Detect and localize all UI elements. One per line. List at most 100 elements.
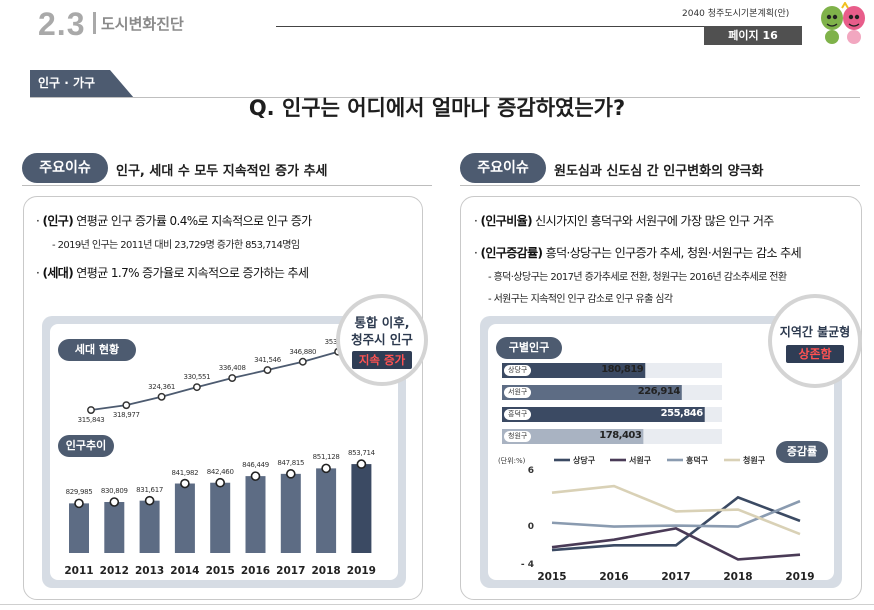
year-label: 2016 bbox=[240, 565, 271, 577]
population-point bbox=[74, 498, 84, 509]
legend-label: 상당구 bbox=[573, 456, 596, 465]
left-bullet-1-sub: - 2019년 인구는 2011년 대비 23,729명 증가한 853,714… bbox=[52, 240, 300, 251]
rate-ytick-label: 6 bbox=[527, 466, 534, 476]
year-label: 2017 bbox=[276, 565, 306, 577]
district-name-label: 상당구 bbox=[504, 365, 532, 376]
right-bullet-2-text: 흥덕·상당구는 인구증가 추세, 청원·서원구는 감소 추세 bbox=[542, 246, 802, 260]
left-issue-pill: 주요이슈 bbox=[22, 153, 108, 183]
household-value-label: 315,843 bbox=[77, 416, 105, 425]
right-callout-badge: 상존함 bbox=[786, 345, 844, 363]
population-point bbox=[321, 463, 331, 474]
district-bar bbox=[502, 385, 682, 400]
right-callout bbox=[772, 298, 858, 384]
section-title: 도시변화진단 bbox=[101, 15, 184, 33]
district-bar bbox=[502, 407, 705, 422]
household-point bbox=[263, 366, 272, 374]
right-bullet-1: · (인구비율) 신시가지인 흥덕구와 서원구에 가장 많은 인구 거주 bbox=[474, 214, 774, 228]
population-label: 인구추이 bbox=[58, 435, 114, 457]
rate-year-label: 2016 bbox=[599, 571, 629, 583]
population-value-label: 846,449 bbox=[242, 461, 269, 470]
population-point bbox=[215, 477, 225, 488]
district-value-label: 255,846 bbox=[660, 408, 704, 419]
category-tag: 인구 · 가구 bbox=[38, 76, 96, 90]
district-bar bbox=[502, 429, 644, 444]
right-bullet-2-key: (인구증감률) bbox=[480, 246, 543, 260]
left-bullet-2-text: 연평균 1.7% 증가율로 지속적으로 증가하는 추세 bbox=[73, 266, 309, 280]
right-bullet-2: · (인구증감률) 흥덕·상당구는 인구증가 추세, 청원·서원구는 감소 추세 bbox=[474, 246, 802, 260]
right-bullet-2-sub1: - 흥덕·상당구는 2017년 증가추세로 전환, 청원구는 2016년 감소추… bbox=[488, 272, 787, 283]
rate-ytick-label: 0 bbox=[527, 522, 534, 533]
section-number: 2.3 bbox=[38, 6, 86, 42]
left-combo-chart bbox=[69, 336, 378, 553]
right-bullet-1-key: (인구비율) bbox=[480, 214, 532, 228]
change-label: 증감률 bbox=[776, 441, 828, 463]
population-bar bbox=[104, 502, 125, 553]
household-point bbox=[122, 401, 131, 410]
population-value-label: 829,985 bbox=[65, 488, 93, 497]
rate-year-label: 2015 bbox=[537, 571, 567, 583]
population-bar bbox=[280, 473, 301, 553]
right-bullet-1-text: 신시가지인 흥덕구와 서원구에 가장 많은 인구 거주 bbox=[531, 214, 774, 228]
population-point bbox=[180, 478, 190, 489]
year-label: 2012 bbox=[99, 565, 129, 577]
district-name-label: 흥덕구 bbox=[504, 409, 532, 420]
left-bullet-2: · (세대) 연평균 1.7% 증가율로 지속적으로 증가하는 추세 bbox=[36, 266, 309, 280]
page-badge: 페이지 16 bbox=[704, 26, 802, 45]
district-label: 구별인구 bbox=[496, 337, 562, 359]
household-label: 세대 현황 bbox=[58, 339, 136, 361]
district-value-label: 180,819 bbox=[601, 364, 644, 375]
population-bar bbox=[245, 476, 266, 553]
district-name-label: 서원구 bbox=[504, 387, 532, 398]
household-value-label: 318,977 bbox=[112, 411, 140, 420]
district-name-label: 청원구 bbox=[504, 431, 532, 442]
population-point bbox=[286, 469, 296, 479]
rate-year-label: 2019 bbox=[785, 571, 815, 583]
population-bar bbox=[139, 500, 160, 553]
right-callout-line1: 지역간 불균형 bbox=[779, 325, 851, 339]
population-bar bbox=[210, 482, 231, 553]
rate-series-line bbox=[551, 484, 801, 536]
right-bullet-2-sub2: - 서원구는 지속적인 인구 감소로 인구 유출 심각 bbox=[488, 294, 673, 305]
population-bar bbox=[174, 483, 195, 553]
left-issue-text: 인구, 세대 수 모두 지속적인 증가 추세 bbox=[116, 164, 328, 179]
left-bullet-1: · (인구) 연평균 인구 증가률 0.4%로 지속적으로 인구 증가 bbox=[36, 214, 312, 228]
header-rule bbox=[276, 26, 800, 27]
rate-year-label: 2017 bbox=[661, 571, 691, 583]
population-value-label: 853,714 bbox=[347, 449, 375, 458]
rate-series-line bbox=[551, 495, 801, 552]
household-value-label: 341,546 bbox=[254, 356, 281, 365]
household-point bbox=[228, 374, 237, 382]
household-value-label: 324,361 bbox=[148, 382, 176, 391]
household-point bbox=[298, 357, 307, 366]
population-point bbox=[250, 471, 261, 481]
year-label: 2019 bbox=[346, 565, 376, 577]
district-value-label: 178,403 bbox=[599, 430, 642, 441]
rate-year-label: 2018 bbox=[723, 571, 753, 583]
footer-rule bbox=[0, 604, 874, 605]
population-point bbox=[109, 497, 120, 507]
year-label: 2011 bbox=[64, 565, 94, 577]
household-point bbox=[192, 383, 201, 392]
rate-ytick-label: - 4 bbox=[520, 560, 534, 570]
left-bullet-2-key: (세대) bbox=[42, 266, 74, 280]
population-point bbox=[144, 495, 155, 506]
left-issue-rule bbox=[22, 185, 432, 186]
household-value-label: 330,551 bbox=[183, 373, 211, 382]
plan-title: 2040 청주도시기본계획(안) bbox=[682, 9, 790, 19]
mascot-icon bbox=[821, 2, 865, 44]
household-value-label: 353,320 bbox=[324, 337, 352, 346]
district-value-label: 226,914 bbox=[637, 386, 681, 397]
population-value-label: 842,460 bbox=[206, 467, 234, 476]
year-label: 2014 bbox=[170, 565, 200, 577]
year-label: 2018 bbox=[311, 565, 341, 577]
year-label: 2015 bbox=[205, 565, 235, 577]
population-bar bbox=[316, 468, 337, 553]
left-bullet-1-key: (인구) bbox=[42, 214, 74, 228]
population-value-label: 830,809 bbox=[100, 487, 128, 495]
tag-underline bbox=[30, 97, 860, 98]
right-issue-text: 원도심과 신도심 간 인구변화의 양극화 bbox=[554, 164, 764, 179]
category-tag-shape bbox=[30, 70, 134, 98]
population-value-label: 851,128 bbox=[312, 453, 340, 462]
rate-series-line bbox=[551, 499, 801, 528]
legend-label: 흥덕구 bbox=[686, 456, 709, 465]
